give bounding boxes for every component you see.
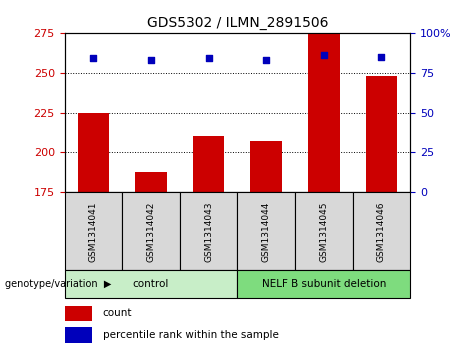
Text: GSM1314042: GSM1314042 xyxy=(147,201,155,262)
Bar xyxy=(237,192,295,270)
Bar xyxy=(193,136,225,192)
Bar xyxy=(237,270,410,298)
Text: GSM1314044: GSM1314044 xyxy=(262,201,271,262)
Text: GSM1314041: GSM1314041 xyxy=(89,201,98,262)
Point xyxy=(89,55,97,61)
Text: GSM1314045: GSM1314045 xyxy=(319,201,328,262)
Bar xyxy=(77,113,109,192)
Bar xyxy=(65,327,92,343)
Text: genotype/variation  ▶: genotype/variation ▶ xyxy=(5,279,111,289)
Point xyxy=(205,55,212,61)
Point xyxy=(320,52,327,58)
Point xyxy=(263,57,270,63)
Text: GSM1314043: GSM1314043 xyxy=(204,201,213,262)
Bar xyxy=(180,192,237,270)
Text: GSM1314046: GSM1314046 xyxy=(377,201,386,262)
Text: control: control xyxy=(133,279,169,289)
Bar xyxy=(65,306,92,321)
Point xyxy=(378,54,385,60)
Bar xyxy=(308,33,340,192)
Text: count: count xyxy=(102,309,132,318)
Bar xyxy=(353,192,410,270)
Bar xyxy=(122,192,180,270)
Point xyxy=(148,57,155,63)
Bar xyxy=(135,172,167,192)
Bar xyxy=(295,192,353,270)
Text: percentile rank within the sample: percentile rank within the sample xyxy=(102,330,278,340)
Title: GDS5302 / ILMN_2891506: GDS5302 / ILMN_2891506 xyxy=(147,16,328,30)
Bar xyxy=(250,141,282,192)
Bar xyxy=(65,270,237,298)
Text: NELF B subunit deletion: NELF B subunit deletion xyxy=(262,279,386,289)
Bar xyxy=(366,76,397,192)
Bar xyxy=(65,192,122,270)
